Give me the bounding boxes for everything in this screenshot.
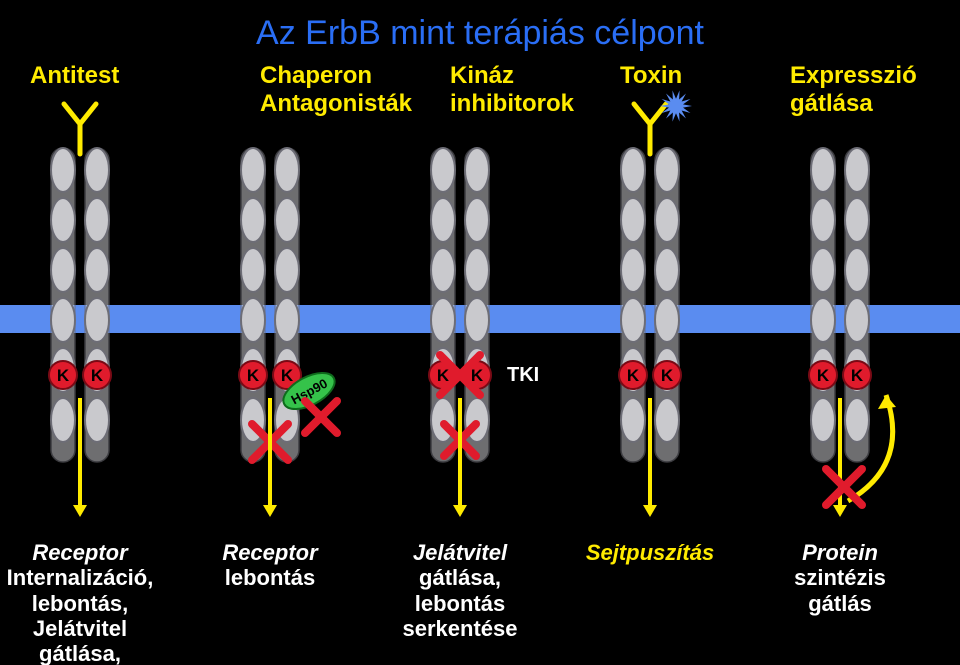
bottom-label-3: Sejtpuszítás: [560, 540, 740, 565]
bottom-label-2: Jelátvitelgátlása,lebontásserkentése: [370, 540, 550, 641]
svg-text:K: K: [627, 366, 640, 385]
svg-text:K: K: [851, 366, 864, 385]
column-label-3: Toxin: [620, 62, 682, 90]
column-label-0: Antitest: [30, 62, 119, 90]
column-label-2: Kinázinhibitorok: [450, 62, 574, 117]
column-label-4: Expressziógátlása: [790, 62, 917, 117]
svg-text:K: K: [661, 366, 674, 385]
bottom-label-0: ReceptorInternalizáció,lebontás,Jelátvit…: [0, 540, 170, 665]
bottom-label-1: Receptorlebontás: [180, 540, 360, 591]
svg-text:K: K: [247, 366, 260, 385]
bottom-label-4: Proteinszintézisgátlás: [750, 540, 930, 616]
svg-text:K: K: [471, 366, 484, 385]
svg-text:K: K: [281, 366, 294, 385]
svg-text:K: K: [817, 366, 830, 385]
svg-text:K: K: [91, 366, 104, 385]
svg-text:TKI: TKI: [507, 364, 539, 386]
column-label-1: ChaperonAntagonisták: [260, 62, 412, 117]
svg-text:K: K: [57, 366, 70, 385]
